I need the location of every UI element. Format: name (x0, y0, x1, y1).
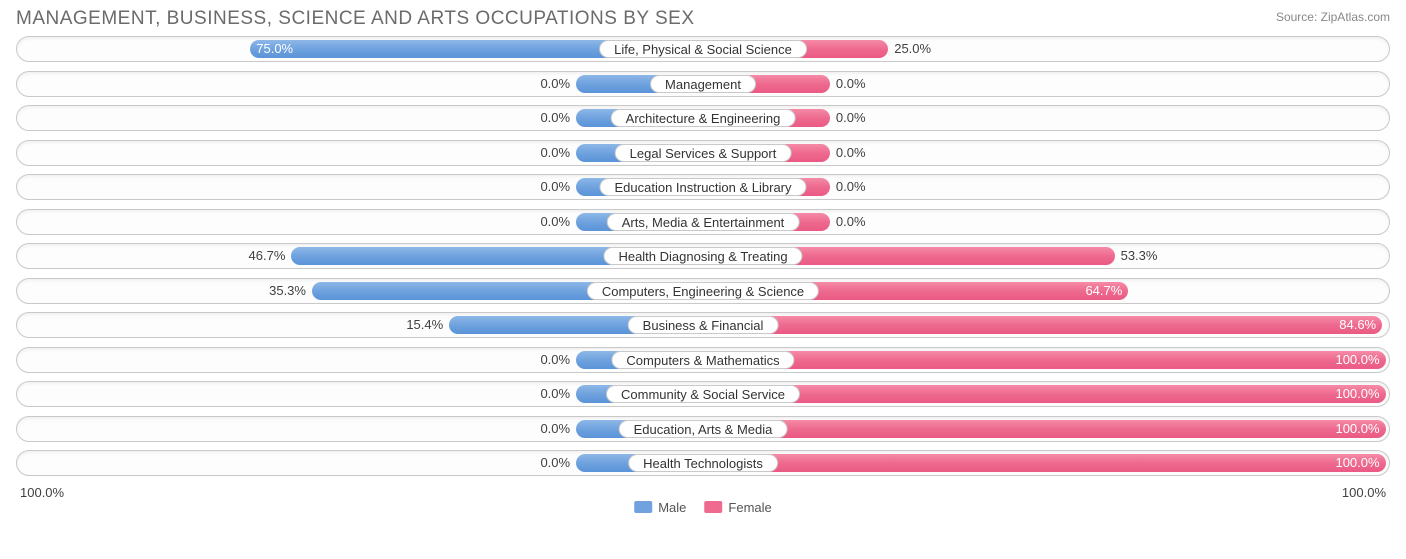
male-value: 0.0% (540, 141, 576, 165)
chart-legend: Male Female (634, 500, 772, 515)
male-value: 0.0% (540, 451, 576, 475)
chart-row: 0.0% 100.0% Community & Social Service (16, 381, 1390, 407)
chart-header: MANAGEMENT, BUSINESS, SCIENCE AND ARTS O… (10, 8, 1396, 36)
legend-female: Female (704, 500, 771, 515)
female-bar (703, 454, 1386, 472)
female-value: 100.0% (1335, 417, 1379, 441)
male-value: 0.0% (540, 175, 576, 199)
female-value: 64.7% (1085, 279, 1122, 303)
legend-female-label: Female (728, 500, 771, 515)
female-bar (703, 351, 1386, 369)
legend-male: Male (634, 500, 686, 515)
chart-container: MANAGEMENT, BUSINESS, SCIENCE AND ARTS O… (0, 0, 1406, 559)
chart-row: 15.4% 84.6% Business & Financial (16, 312, 1390, 338)
female-bar (703, 385, 1386, 403)
category-label: Business & Financial (628, 316, 779, 334)
male-value: 0.0% (540, 417, 576, 441)
female-value: 84.6% (1339, 313, 1376, 337)
female-bar (703, 420, 1386, 438)
category-label: Health Diagnosing & Treating (603, 247, 802, 265)
female-value: 53.3% (1115, 244, 1158, 268)
chart-row: 0.0% 0.0% Education Instruction & Library (16, 174, 1390, 200)
male-value: 0.0% (540, 348, 576, 372)
chart-row: 75.0% 25.0% Life, Physical & Social Scienc… (16, 36, 1390, 62)
chart-row: 0.0% 0.0% Legal Services & Support (16, 140, 1390, 166)
female-bar (703, 316, 1382, 334)
female-value: 25.0% (888, 37, 931, 61)
chart-row: 0.0% 0.0% Arts, Media & Entertainment (16, 209, 1390, 235)
axis-right-label: 100.0% (1342, 485, 1386, 500)
category-label: Legal Services & Support (615, 144, 792, 162)
chart-title: MANAGEMENT, BUSINESS, SCIENCE AND ARTS O… (16, 8, 695, 30)
chart-row: 0.0% 100.0% Health Technologists (16, 450, 1390, 476)
category-label: Architecture & Engineering (611, 109, 796, 127)
male-value: 0.0% (540, 72, 576, 96)
female-value: 100.0% (1335, 382, 1379, 406)
female-value: 100.0% (1335, 348, 1379, 372)
chart-row: 0.0% 100.0% Computers & Mathematics (16, 347, 1390, 373)
legend-male-label: Male (658, 500, 686, 515)
chart-row: 0.0% 0.0% Architecture & Engineering (16, 105, 1390, 131)
female-value: 100.0% (1335, 451, 1379, 475)
male-value: 0.0% (540, 106, 576, 130)
male-value: 0.0% (540, 382, 576, 406)
male-swatch-icon (634, 501, 652, 513)
category-label: Management (650, 75, 756, 93)
chart-source: Source: ZipAtlas.com (1276, 8, 1390, 24)
category-label: Education, Arts & Media (619, 420, 788, 438)
male-value: 0.0% (540, 210, 576, 234)
chart-row: 0.0% 0.0% Management (16, 71, 1390, 97)
female-swatch-icon (704, 501, 722, 513)
female-value: 0.0% (830, 210, 866, 234)
axis-left-label: 100.0% (20, 485, 64, 500)
chart-rows: 75.0% 25.0% Life, Physical & Social Scienc… (10, 36, 1396, 476)
female-value: 0.0% (830, 141, 866, 165)
male-value: 35.3% (269, 279, 312, 303)
category-label: Computers, Engineering & Science (587, 282, 819, 300)
female-value: 0.0% (830, 175, 866, 199)
male-value: 15.4% (406, 313, 449, 337)
category-label: Computers & Mathematics (611, 351, 794, 369)
category-label: Education Instruction & Library (599, 178, 806, 196)
chart-row: 35.3% 64.7% Computers, Engineering & Scien… (16, 278, 1390, 304)
female-value: 0.0% (830, 106, 866, 130)
female-value: 0.0% (830, 72, 866, 96)
category-label: Arts, Media & Entertainment (607, 213, 800, 231)
category-label: Health Technologists (628, 454, 778, 472)
source-site: ZipAtlas.com (1321, 10, 1390, 24)
category-label: Life, Physical & Social Science (599, 40, 807, 58)
category-label: Community & Social Service (606, 385, 800, 403)
chart-footer: 100.0% 100.0% Male Female (10, 483, 1396, 507)
x-axis: 100.0% 100.0% (10, 483, 1396, 500)
source-label: Source: (1276, 10, 1317, 24)
male-value: 46.7% (249, 244, 292, 268)
male-value: 75.0% (256, 37, 293, 61)
chart-row: 46.7% 53.3% Health Diagnosing & Treating (16, 243, 1390, 269)
chart-row: 0.0% 100.0% Education, Arts & Media (16, 416, 1390, 442)
